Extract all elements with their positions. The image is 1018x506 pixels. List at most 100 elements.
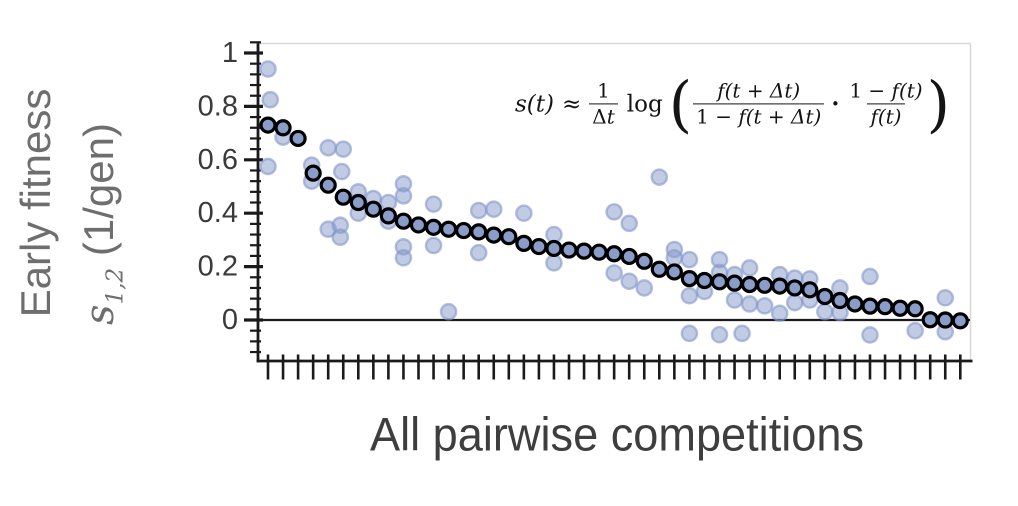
dark-point: [771, 277, 789, 295]
light-point: [635, 279, 654, 297]
light-point: [680, 250, 699, 269]
light-point: [936, 289, 955, 307]
dark-point: [485, 226, 503, 244]
dark-point: [575, 242, 593, 260]
y-axis-symbol: s: [77, 304, 123, 325]
light-point: [261, 90, 280, 109]
dark-point: [274, 119, 292, 137]
formula-fraction-a: f(t + Δt) 1 − f(t + Δt): [693, 79, 825, 128]
light-point: [740, 295, 759, 313]
dark-point: [620, 247, 638, 266]
y-axis-label-line2: s1,2 (1/gen): [75, 123, 128, 325]
y-axis-symbol-subscript: 1,2: [102, 267, 129, 305]
dark-point: [500, 228, 518, 246]
dark-point: [560, 241, 578, 259]
y-axis-label-text: Early fitness: [12, 88, 59, 318]
dark-point: [786, 279, 804, 297]
y-tick-label: 0.8: [198, 90, 238, 122]
light-point: [725, 291, 744, 309]
light-point: [334, 140, 353, 158]
light-point: [469, 243, 488, 262]
dark-point: [409, 216, 428, 234]
dark-point: [876, 298, 894, 316]
y-tick-label: 1: [222, 37, 238, 69]
y-tick-label: 0.4: [198, 197, 238, 229]
dark-point: [801, 281, 819, 299]
light-point: [710, 325, 729, 344]
light-point: [740, 259, 759, 277]
light-point: [515, 204, 533, 222]
dark-point: [740, 275, 759, 294]
dark-point: [635, 252, 653, 270]
dark-point: [259, 116, 277, 134]
light-point: [394, 248, 413, 267]
light-point: [861, 326, 879, 344]
dark-point: [515, 234, 533, 252]
dark-point: [846, 295, 864, 313]
light-point: [424, 195, 443, 213]
light-point: [620, 272, 639, 291]
dark-point: [304, 164, 322, 182]
dark-point: [530, 237, 548, 256]
light-point: [332, 162, 351, 181]
dark-series: [259, 116, 969, 330]
dark-point: [921, 311, 939, 329]
formula-dot: ·: [831, 90, 840, 118]
dark-point: [756, 276, 774, 294]
dark-point: [470, 223, 488, 241]
dark-point: [710, 273, 729, 291]
dark-point: [545, 239, 563, 258]
dark-point: [379, 207, 397, 225]
light-point: [733, 324, 751, 343]
dark-point: [650, 260, 668, 278]
dark-point: [364, 200, 382, 218]
dark-point: [394, 212, 413, 230]
light-point: [680, 324, 699, 343]
dark-point: [725, 274, 744, 292]
dark-point: [590, 243, 608, 261]
light-point: [545, 254, 563, 272]
y-axis-units: (1/gen): [75, 123, 122, 268]
dark-point: [424, 218, 443, 236]
light-point: [770, 304, 789, 323]
y-tick-label: 0.2: [198, 251, 238, 283]
light-point: [319, 138, 338, 157]
dark-point: [334, 188, 352, 206]
dark-point: [349, 193, 367, 212]
light-point: [755, 297, 774, 315]
x-axis-label: All pairwise competitions: [370, 407, 864, 462]
dark-point: [906, 300, 924, 318]
light-point: [620, 214, 639, 233]
dark-point: [319, 176, 337, 194]
light-point: [469, 201, 488, 220]
dark-point: [861, 297, 879, 315]
y-axis-label-line1: Early fitness: [12, 89, 60, 318]
fitness-formula-annotation: s(t) ≈ 1 Δt log ( f(t + Δt) 1 − f(t + Δt…: [514, 68, 951, 140]
light-point: [816, 302, 834, 321]
dark-point: [665, 263, 683, 281]
light-point: [439, 302, 458, 321]
light-point: [259, 60, 277, 78]
light-point: [424, 236, 443, 255]
dark-point: [951, 312, 969, 330]
light-point: [861, 267, 879, 286]
dark-point: [816, 287, 834, 306]
light-point: [650, 168, 669, 186]
light-point: [680, 286, 699, 305]
light-point: [394, 187, 413, 205]
formula-coefficient-fraction: 1 Δt: [589, 79, 618, 128]
y-tick-label: 0.6: [198, 144, 238, 176]
formula-approx-sign: ≈: [561, 91, 582, 117]
formula-fraction-b: 1 − f(t) f(t): [849, 78, 923, 128]
dark-point: [440, 220, 458, 238]
y-tick-label: 0: [222, 304, 238, 336]
dark-point: [891, 299, 909, 317]
light-point: [906, 321, 924, 340]
light-point: [665, 248, 684, 267]
x-axis-label-text: All pairwise competitions: [369, 407, 865, 461]
y-major-ticks: 0 0.2 0.4 0.6 0.8 1: [198, 37, 263, 336]
light-point: [259, 157, 277, 176]
dark-point: [605, 245, 623, 263]
